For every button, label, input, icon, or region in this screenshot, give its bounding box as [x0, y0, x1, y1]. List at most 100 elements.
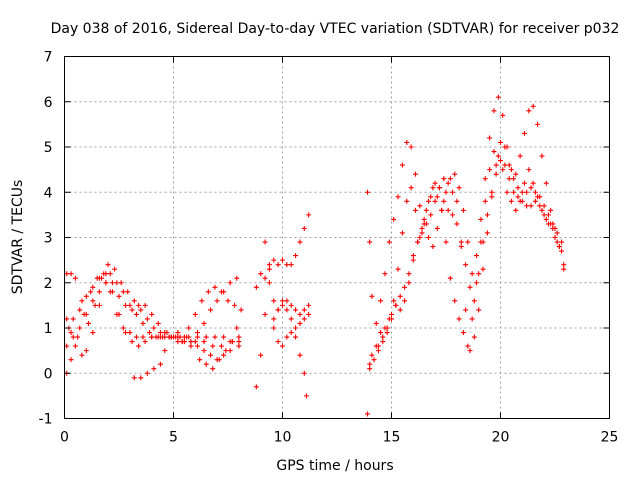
- data-point: [513, 171, 519, 177]
- data-point: [545, 221, 551, 227]
- data-point: [83, 348, 89, 354]
- data-point: [280, 298, 285, 304]
- data-point: [521, 180, 527, 186]
- data-point: [114, 280, 120, 286]
- data-point: [133, 334, 139, 340]
- data-point: [68, 271, 74, 277]
- series-t5: [66, 271, 240, 363]
- y-tick-label: 2: [44, 276, 53, 292]
- data-point: [489, 194, 495, 200]
- data-point: [297, 311, 303, 317]
- y-tick-label: 6: [44, 95, 53, 111]
- data-point: [539, 207, 545, 213]
- data-point: [417, 235, 423, 240]
- data-point: [441, 176, 447, 182]
- y-axis-label: SDTVAR / TECUs: [10, 180, 26, 295]
- data-point: [216, 357, 222, 363]
- data-point: [445, 180, 451, 186]
- data-point: [218, 343, 224, 349]
- data-point: [378, 298, 384, 304]
- data-point: [194, 334, 200, 340]
- data-point: [412, 207, 418, 213]
- data-point: [432, 198, 438, 204]
- data-points: [64, 94, 567, 417]
- data-point: [543, 180, 549, 186]
- data-point: [561, 266, 567, 272]
- y-tick-label: 0: [44, 366, 53, 382]
- data-point: [548, 207, 554, 213]
- data-point: [380, 339, 386, 345]
- data-point: [96, 275, 102, 281]
- data-point: [519, 189, 525, 195]
- data-point: [432, 180, 438, 186]
- data-point: [288, 330, 294, 336]
- data-point: [397, 307, 403, 313]
- data-point: [384, 325, 390, 331]
- data-point: [303, 393, 309, 399]
- data-point: [487, 135, 493, 141]
- data-point: [266, 262, 272, 268]
- data-point: [181, 334, 187, 340]
- data-point: [79, 352, 85, 358]
- y-tick-label: 5: [44, 140, 53, 156]
- data-point: [149, 311, 155, 317]
- data-point: [131, 375, 137, 381]
- data-point: [428, 212, 434, 218]
- axis-ticks: 0 5 10 15 20 25 -1 0 1 2 3 4 5 6 7: [39, 50, 619, 446]
- series-t9: [262, 239, 312, 349]
- data-point: [70, 334, 76, 340]
- data-point: [382, 271, 388, 277]
- data-point: [284, 298, 290, 304]
- data-point: [375, 343, 381, 349]
- data-point: [223, 348, 229, 354]
- data-point: [103, 271, 109, 277]
- data-point: [474, 280, 480, 286]
- series-t14: [375, 139, 565, 349]
- data-point: [116, 311, 122, 317]
- data-point: [288, 316, 294, 322]
- data-point: [484, 212, 490, 218]
- data-point: [443, 189, 449, 195]
- data-point: [452, 298, 458, 304]
- data-point: [262, 275, 268, 281]
- data-point: [506, 176, 512, 182]
- data-point: [280, 257, 285, 263]
- data-point: [142, 339, 148, 345]
- data-point: [147, 330, 153, 336]
- data-point: [151, 325, 157, 331]
- data-point: [517, 153, 523, 159]
- data-point: [467, 348, 473, 354]
- data-point: [109, 289, 115, 295]
- data-point: [129, 307, 135, 313]
- data-point: [79, 298, 85, 304]
- data-point: [175, 330, 181, 336]
- data-point: [456, 185, 462, 191]
- data-point: [495, 94, 501, 100]
- data-point: [96, 302, 102, 308]
- series-t7: [253, 212, 312, 290]
- data-point: [423, 207, 429, 213]
- chart-title: Day 038 of 2016, Sidereal Day-to-day VTE…: [51, 21, 620, 37]
- data-point: [123, 302, 129, 308]
- data-point: [458, 244, 464, 250]
- data-point: [171, 334, 176, 340]
- data-point: [194, 330, 200, 336]
- data-point: [197, 357, 203, 363]
- data-point: [225, 298, 231, 304]
- data-point: [513, 207, 519, 213]
- data-point: [554, 239, 560, 245]
- data-point: [162, 348, 168, 354]
- data-point: [275, 339, 281, 345]
- data-point: [465, 239, 471, 245]
- data-point: [127, 330, 133, 336]
- data-point: [129, 339, 135, 345]
- data-point: [293, 253, 299, 259]
- data-point: [410, 253, 416, 259]
- data-point: [253, 284, 259, 290]
- data-point: [221, 352, 227, 358]
- data-point: [203, 361, 209, 367]
- data-point: [90, 298, 96, 304]
- data-point: [508, 167, 514, 173]
- data-point: [493, 171, 499, 177]
- data-point: [395, 266, 401, 272]
